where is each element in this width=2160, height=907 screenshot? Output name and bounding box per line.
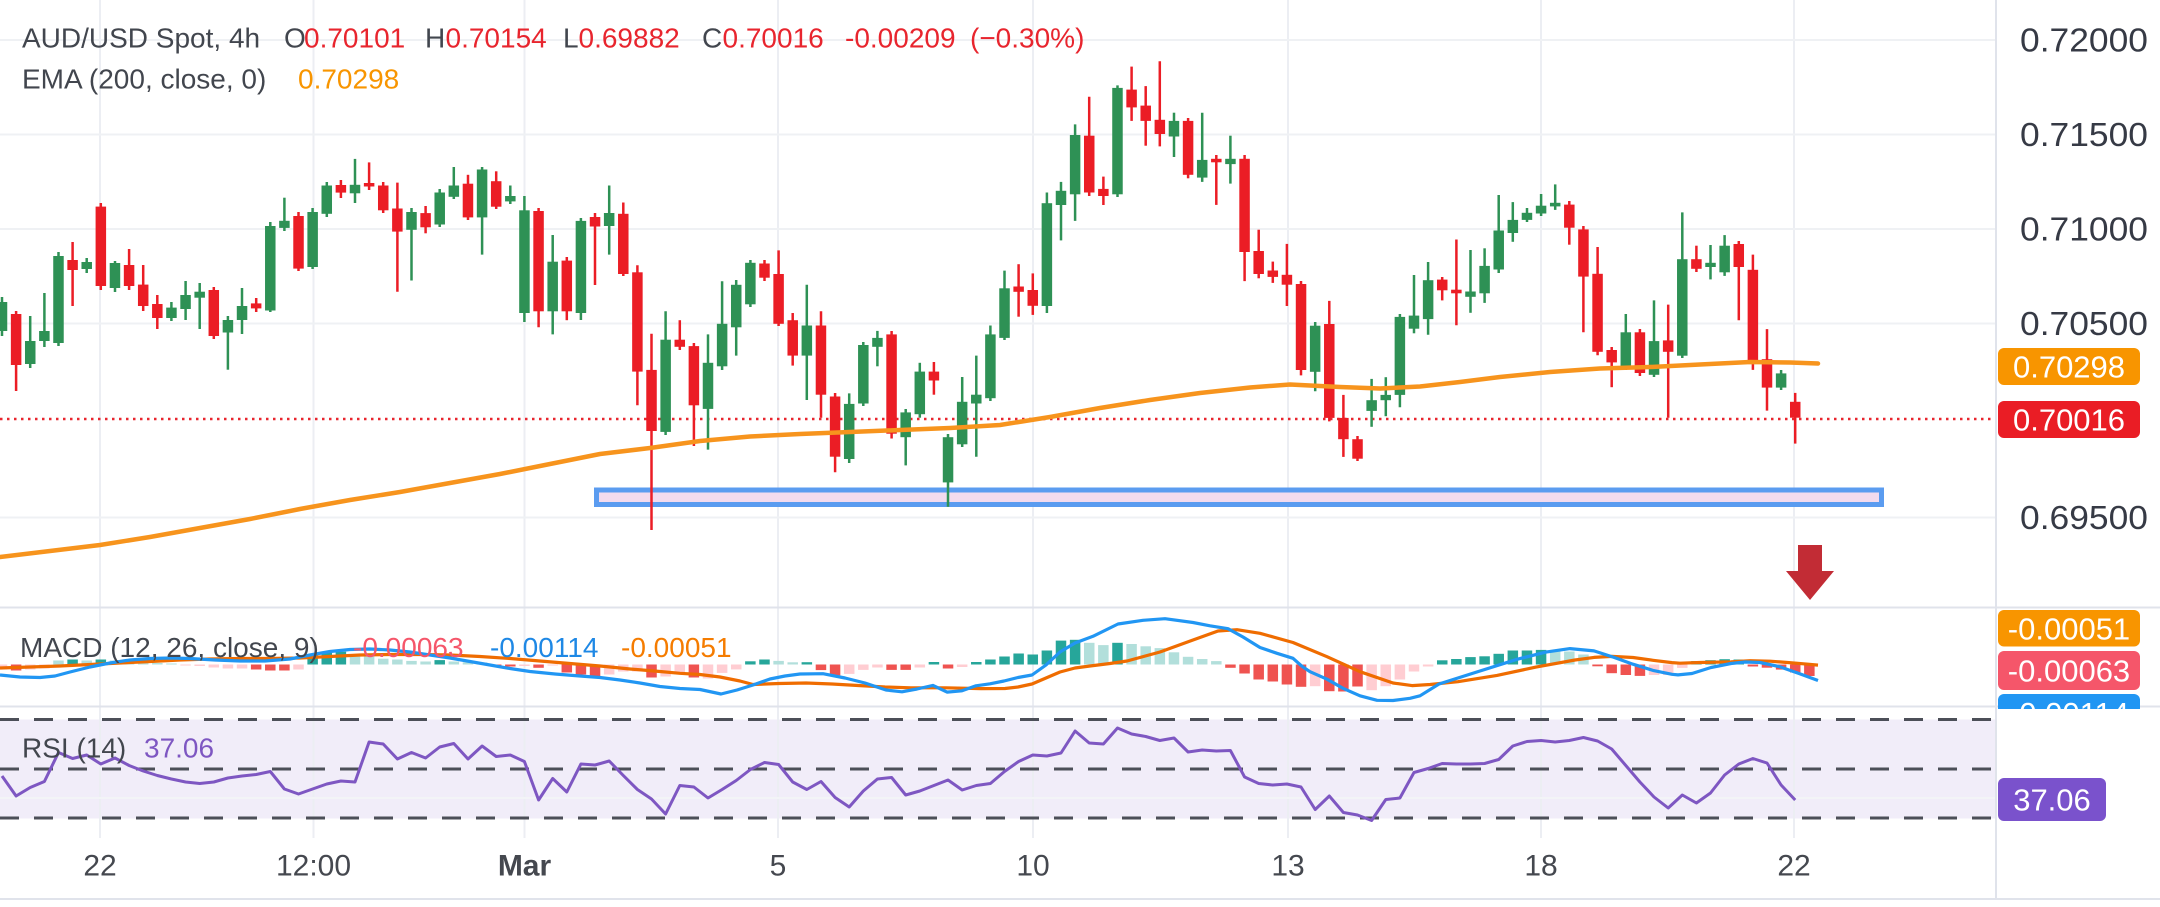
svg-text:10: 10 bbox=[1016, 850, 1049, 883]
svg-text:22: 22 bbox=[83, 850, 116, 883]
svg-text:-0.00063: -0.00063 bbox=[2008, 654, 2130, 689]
svg-text:37.06: 37.06 bbox=[2013, 783, 2091, 818]
svg-text:0.71000: 0.71000 bbox=[2020, 210, 2148, 247]
svg-text:0.70500: 0.70500 bbox=[2020, 305, 2148, 342]
svg-text:-0.00063: -0.00063 bbox=[353, 632, 464, 663]
svg-text:-0.00114: -0.00114 bbox=[2009, 696, 2129, 731]
svg-text:0.70101: 0.70101 bbox=[304, 23, 405, 54]
svg-text:-0.00209: -0.00209 bbox=[845, 23, 956, 54]
svg-text:0.70298: 0.70298 bbox=[298, 64, 399, 95]
svg-text:-0.00114: -0.00114 bbox=[490, 632, 598, 663]
svg-text:RSI (14): RSI (14) bbox=[22, 733, 126, 764]
svg-text:O: O bbox=[284, 23, 306, 54]
svg-text:-0.00051: -0.00051 bbox=[2008, 611, 2130, 646]
svg-text:18: 18 bbox=[1524, 850, 1557, 883]
svg-text:0.72000: 0.72000 bbox=[2020, 21, 2148, 58]
svg-text:C: C bbox=[702, 23, 722, 54]
svg-text:EMA (200, close, 0): EMA (200, close, 0) bbox=[22, 64, 266, 95]
svg-text:0.70016: 0.70016 bbox=[723, 23, 824, 54]
svg-text:22: 22 bbox=[1777, 850, 1810, 883]
svg-text:0.70016: 0.70016 bbox=[2013, 403, 2125, 438]
svg-text:MACD (12, 26, close, 9): MACD (12, 26, close, 9) bbox=[20, 632, 319, 663]
svg-text:12:00: 12:00 bbox=[276, 850, 351, 883]
svg-text:Mar: Mar bbox=[498, 850, 552, 883]
svg-text:0.70154: 0.70154 bbox=[446, 23, 547, 54]
svg-text:H: H bbox=[425, 23, 445, 54]
svg-text:37.06: 37.06 bbox=[144, 733, 214, 764]
svg-text:13: 13 bbox=[1271, 850, 1304, 883]
svg-text:0.69882: 0.69882 bbox=[579, 23, 680, 54]
svg-text:(−0.30%): (−0.30%) bbox=[970, 23, 1084, 54]
svg-text:0.69500: 0.69500 bbox=[2020, 499, 2148, 536]
svg-text:0.70298: 0.70298 bbox=[2013, 350, 2125, 385]
svg-text:L: L bbox=[563, 23, 579, 54]
svg-text:5: 5 bbox=[770, 850, 787, 883]
svg-text:-0.00051: -0.00051 bbox=[621, 632, 732, 663]
svg-text:0.71500: 0.71500 bbox=[2020, 116, 2148, 153]
svg-text:AUD/USD Spot, 4h: AUD/USD Spot, 4h bbox=[22, 23, 260, 54]
